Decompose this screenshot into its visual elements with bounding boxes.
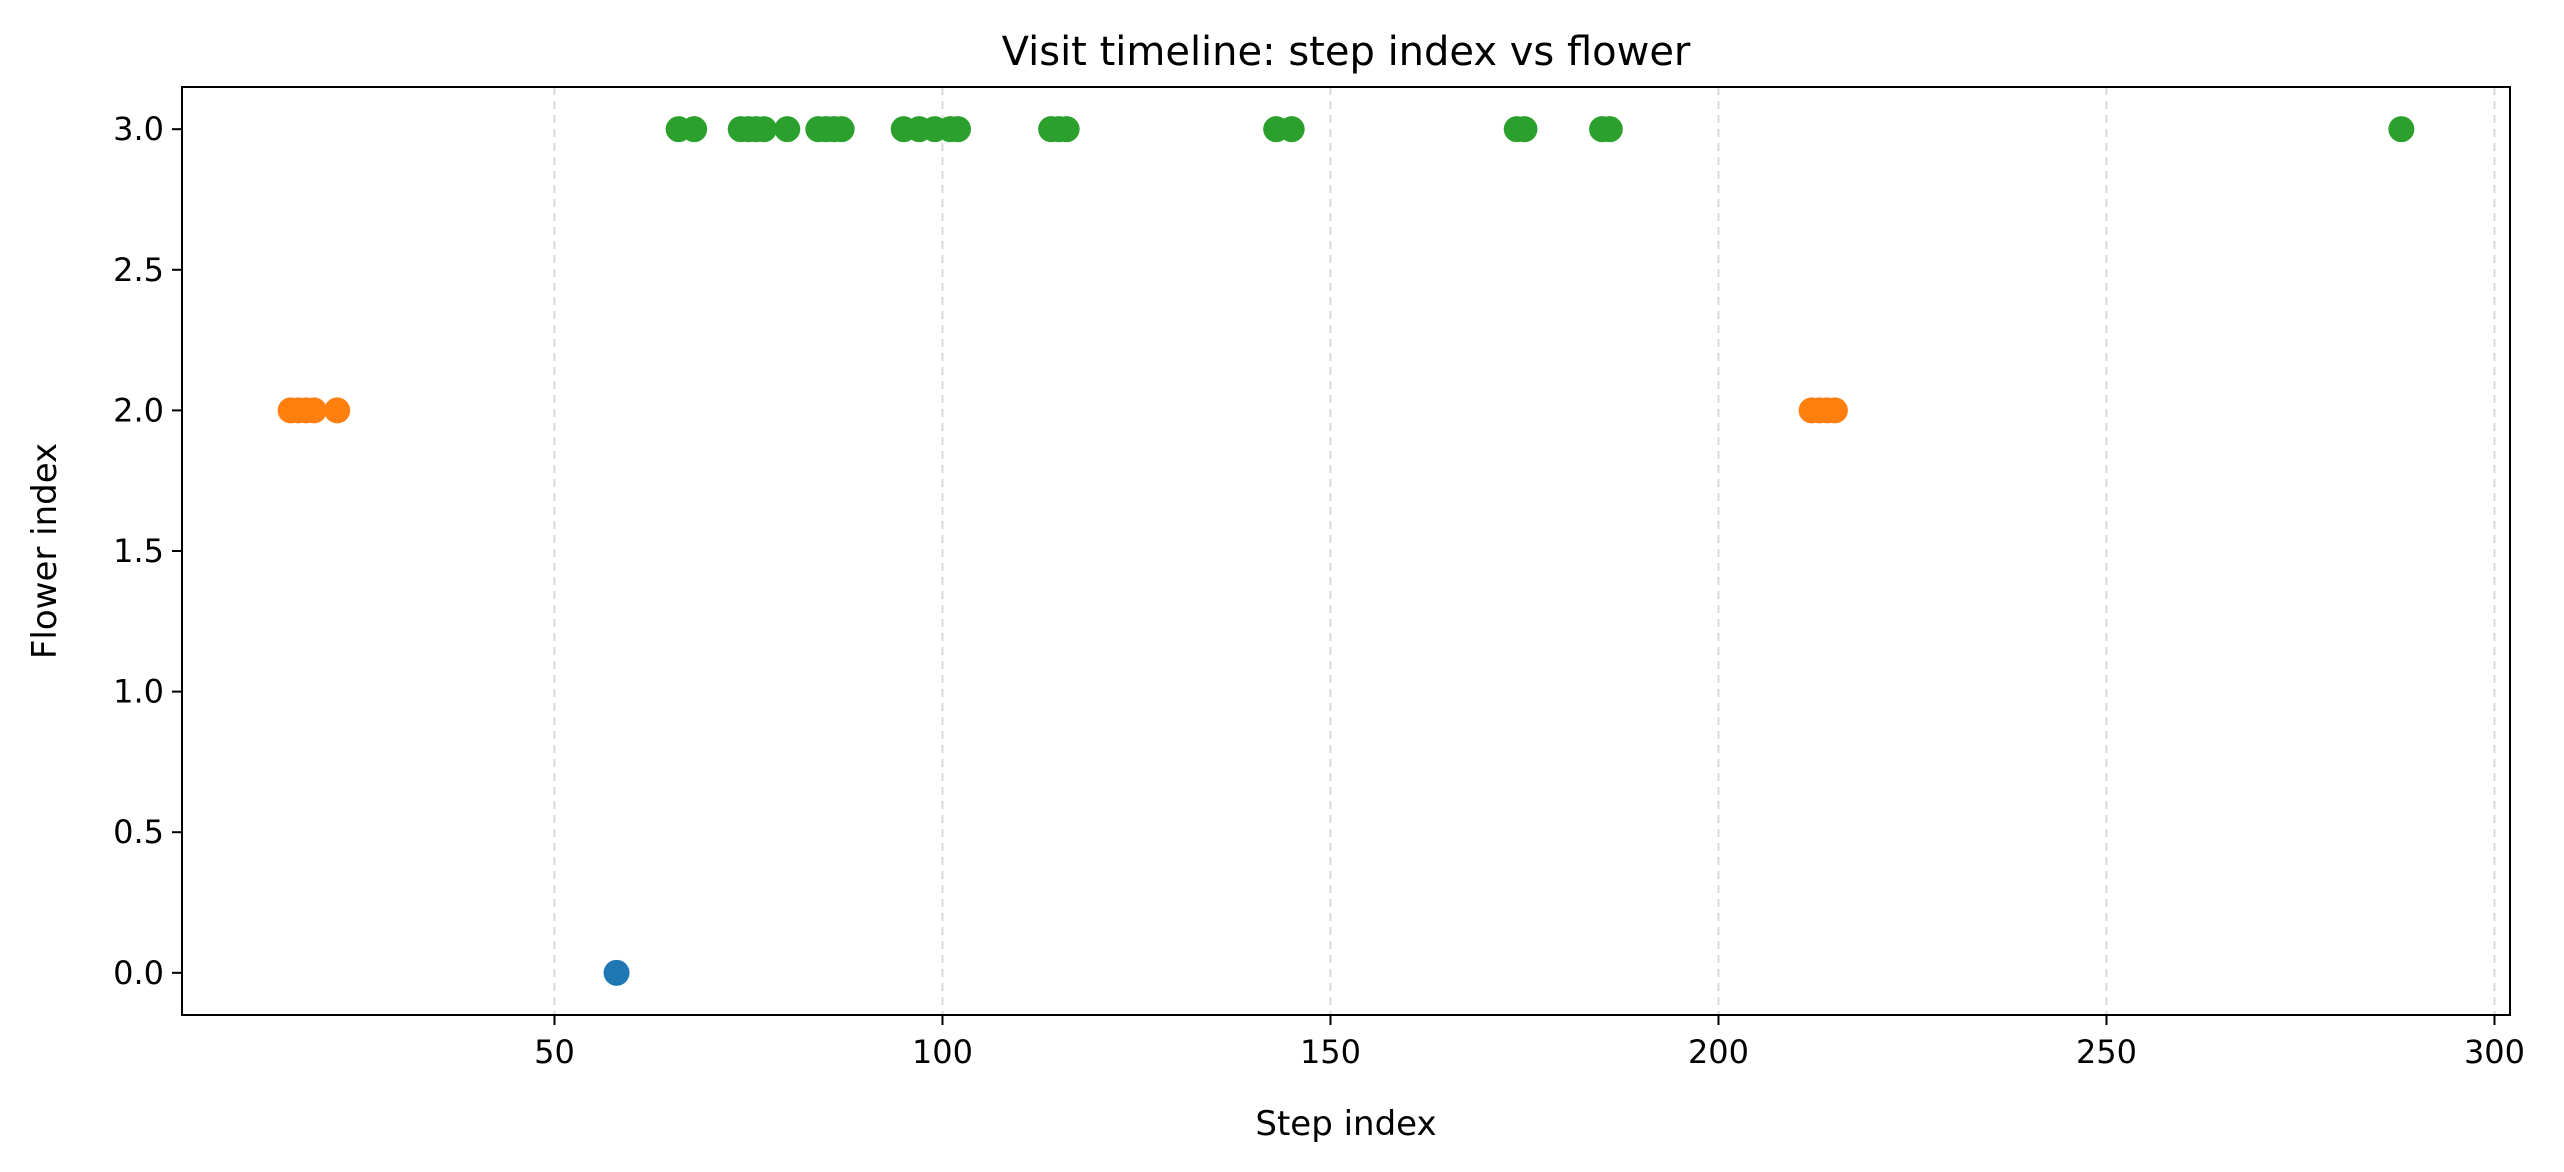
chart-title: Visit timeline: step index vs flower <box>1002 29 1691 75</box>
data-point <box>751 116 777 143</box>
y-tick-label: 2.5 <box>113 251 164 289</box>
x-tick-label: 300 <box>2464 1033 2525 1071</box>
data-point <box>1821 397 1848 424</box>
data-point <box>1053 116 1080 143</box>
data-point <box>945 116 971 143</box>
data-point <box>2388 116 2415 143</box>
x-axis-label: Step index <box>1255 1104 1436 1144</box>
data-point <box>1278 116 1305 143</box>
x-tick-label: 50 <box>534 1033 575 1071</box>
plot-frame <box>181 86 2511 1016</box>
data-point <box>1511 116 1538 143</box>
y-tick-label: 0.5 <box>113 813 164 851</box>
data-point <box>603 959 630 986</box>
y-tick-label: 2.0 <box>113 391 164 429</box>
y-tick-label: 3.0 <box>113 110 164 148</box>
series-flower-2 <box>277 397 1848 424</box>
x-tick-label: 200 <box>1688 1033 1749 1071</box>
y-axis-ticks: 0.0 0.5 1.0 1.5 2.0 2.5 3.0 <box>113 110 182 992</box>
data-point <box>774 116 801 143</box>
x-axis-ticks: 50 100 150 200 250 300 <box>534 1015 2525 1071</box>
x-tick-label: 100 <box>912 1033 973 1071</box>
series-flower-0 <box>603 959 630 986</box>
data-point <box>681 116 708 143</box>
x-tick-label: 150 <box>1300 1033 1361 1071</box>
y-tick-label: 0.0 <box>113 954 164 992</box>
data-point <box>324 397 351 424</box>
y-tick-label: 1.0 <box>113 673 164 711</box>
x-tick-label: 250 <box>2076 1033 2137 1071</box>
data-point <box>300 397 327 424</box>
data-point <box>828 116 855 143</box>
series-flower-3 <box>665 116 2415 143</box>
data-point <box>1596 116 1623 143</box>
y-tick-label: 1.5 <box>113 532 164 570</box>
grid-lines <box>553 87 2496 1015</box>
y-axis-label: Flower index <box>25 443 65 659</box>
scatter-points <box>277 116 2415 986</box>
